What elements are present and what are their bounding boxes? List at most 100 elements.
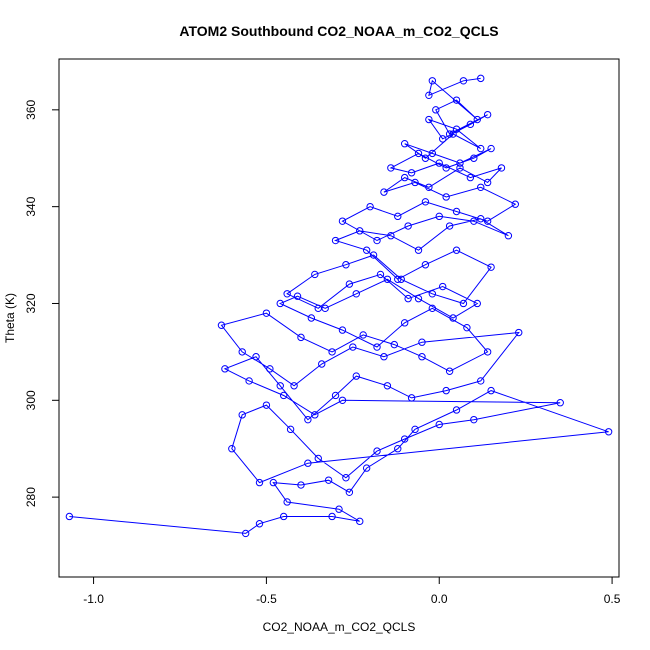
data-point [369,251,378,259]
data-point [255,478,264,487]
data-point [383,275,392,283]
data-point [483,348,492,356]
data-point [338,326,347,334]
data-point [338,396,347,404]
data-point [452,246,461,254]
x-axis-label: CO2_NOAA_m_CO2_QCLS [263,620,416,634]
data-point [449,130,457,138]
data-point [418,353,426,361]
data-point [511,200,519,208]
data-point [404,222,412,230]
x-tick-label: 0.5 [604,592,621,606]
data-point [439,282,447,291]
data-point [362,246,371,254]
data-point [335,505,343,513]
data-point [411,178,419,187]
data-point [345,280,354,288]
data-point [428,149,437,158]
data-point [245,377,253,385]
data-point [442,386,450,395]
data-point [328,512,336,521]
data-point [442,193,450,201]
data-point [307,314,316,322]
data-point [311,270,319,279]
data-point [297,333,305,342]
data-point [290,382,298,390]
data-point [487,144,495,153]
data-point [352,372,360,380]
data-point [314,304,322,313]
plot-frame [58,58,620,578]
data-point [262,401,271,409]
data-point [515,328,523,337]
data-point [356,227,364,235]
data-point [452,207,461,216]
data-point [356,517,364,526]
data-point [445,130,454,138]
data-point [414,246,423,254]
data-point [373,236,381,245]
data-point [65,512,74,521]
data-point [604,428,613,436]
data-point [321,304,329,313]
data-point [483,110,492,119]
data-point [262,309,271,317]
data-point [497,164,506,172]
data-point [328,348,336,356]
data-point [373,447,381,455]
x-tick-label: 0.0 [431,592,448,606]
data-point [342,474,350,482]
data-point [394,212,402,221]
data-point [445,367,454,375]
data-point [439,135,447,143]
data-point [459,299,468,308]
data-point [279,391,288,400]
data-point [442,164,450,172]
data-point [477,74,485,83]
data-point [483,178,492,187]
x-axis: -1.0 -0.5 0.0 0.5 [83,576,621,606]
data-point [473,115,481,124]
data-point [456,164,464,172]
data-point [297,481,305,489]
data-point [269,478,278,487]
data-point [477,377,485,385]
data-point [400,319,409,327]
y-tick-label: 300 [24,390,38,410]
data-point [452,406,461,414]
data-point [255,520,264,528]
data-point [463,323,471,332]
y-axis-label: Theta (K) [3,293,17,343]
data-point [421,261,430,269]
data-point [428,77,437,85]
data-point [470,415,478,424]
data-point [414,149,423,158]
data-point [376,270,385,279]
data-point [452,96,461,104]
data-point [435,212,443,221]
data-point [373,343,381,351]
data-point [411,425,419,434]
data-point [252,353,260,361]
data-point [362,464,371,472]
data-point [421,198,430,206]
data-point [266,365,274,373]
data-point [421,154,430,162]
y-tick-label: 320 [24,293,38,313]
data-point [217,321,226,329]
data-point [477,183,485,191]
y-axis: 280 300 320 340 360 [24,99,60,507]
data-point [238,348,246,356]
data-point [425,183,433,191]
series-layer [65,74,613,538]
data-point [293,292,302,300]
data-point [338,217,347,225]
data-point [425,115,433,124]
data-point [487,386,495,395]
data-point [276,382,284,390]
data-point [466,173,475,182]
data-point [435,420,443,429]
data-point [387,164,395,172]
